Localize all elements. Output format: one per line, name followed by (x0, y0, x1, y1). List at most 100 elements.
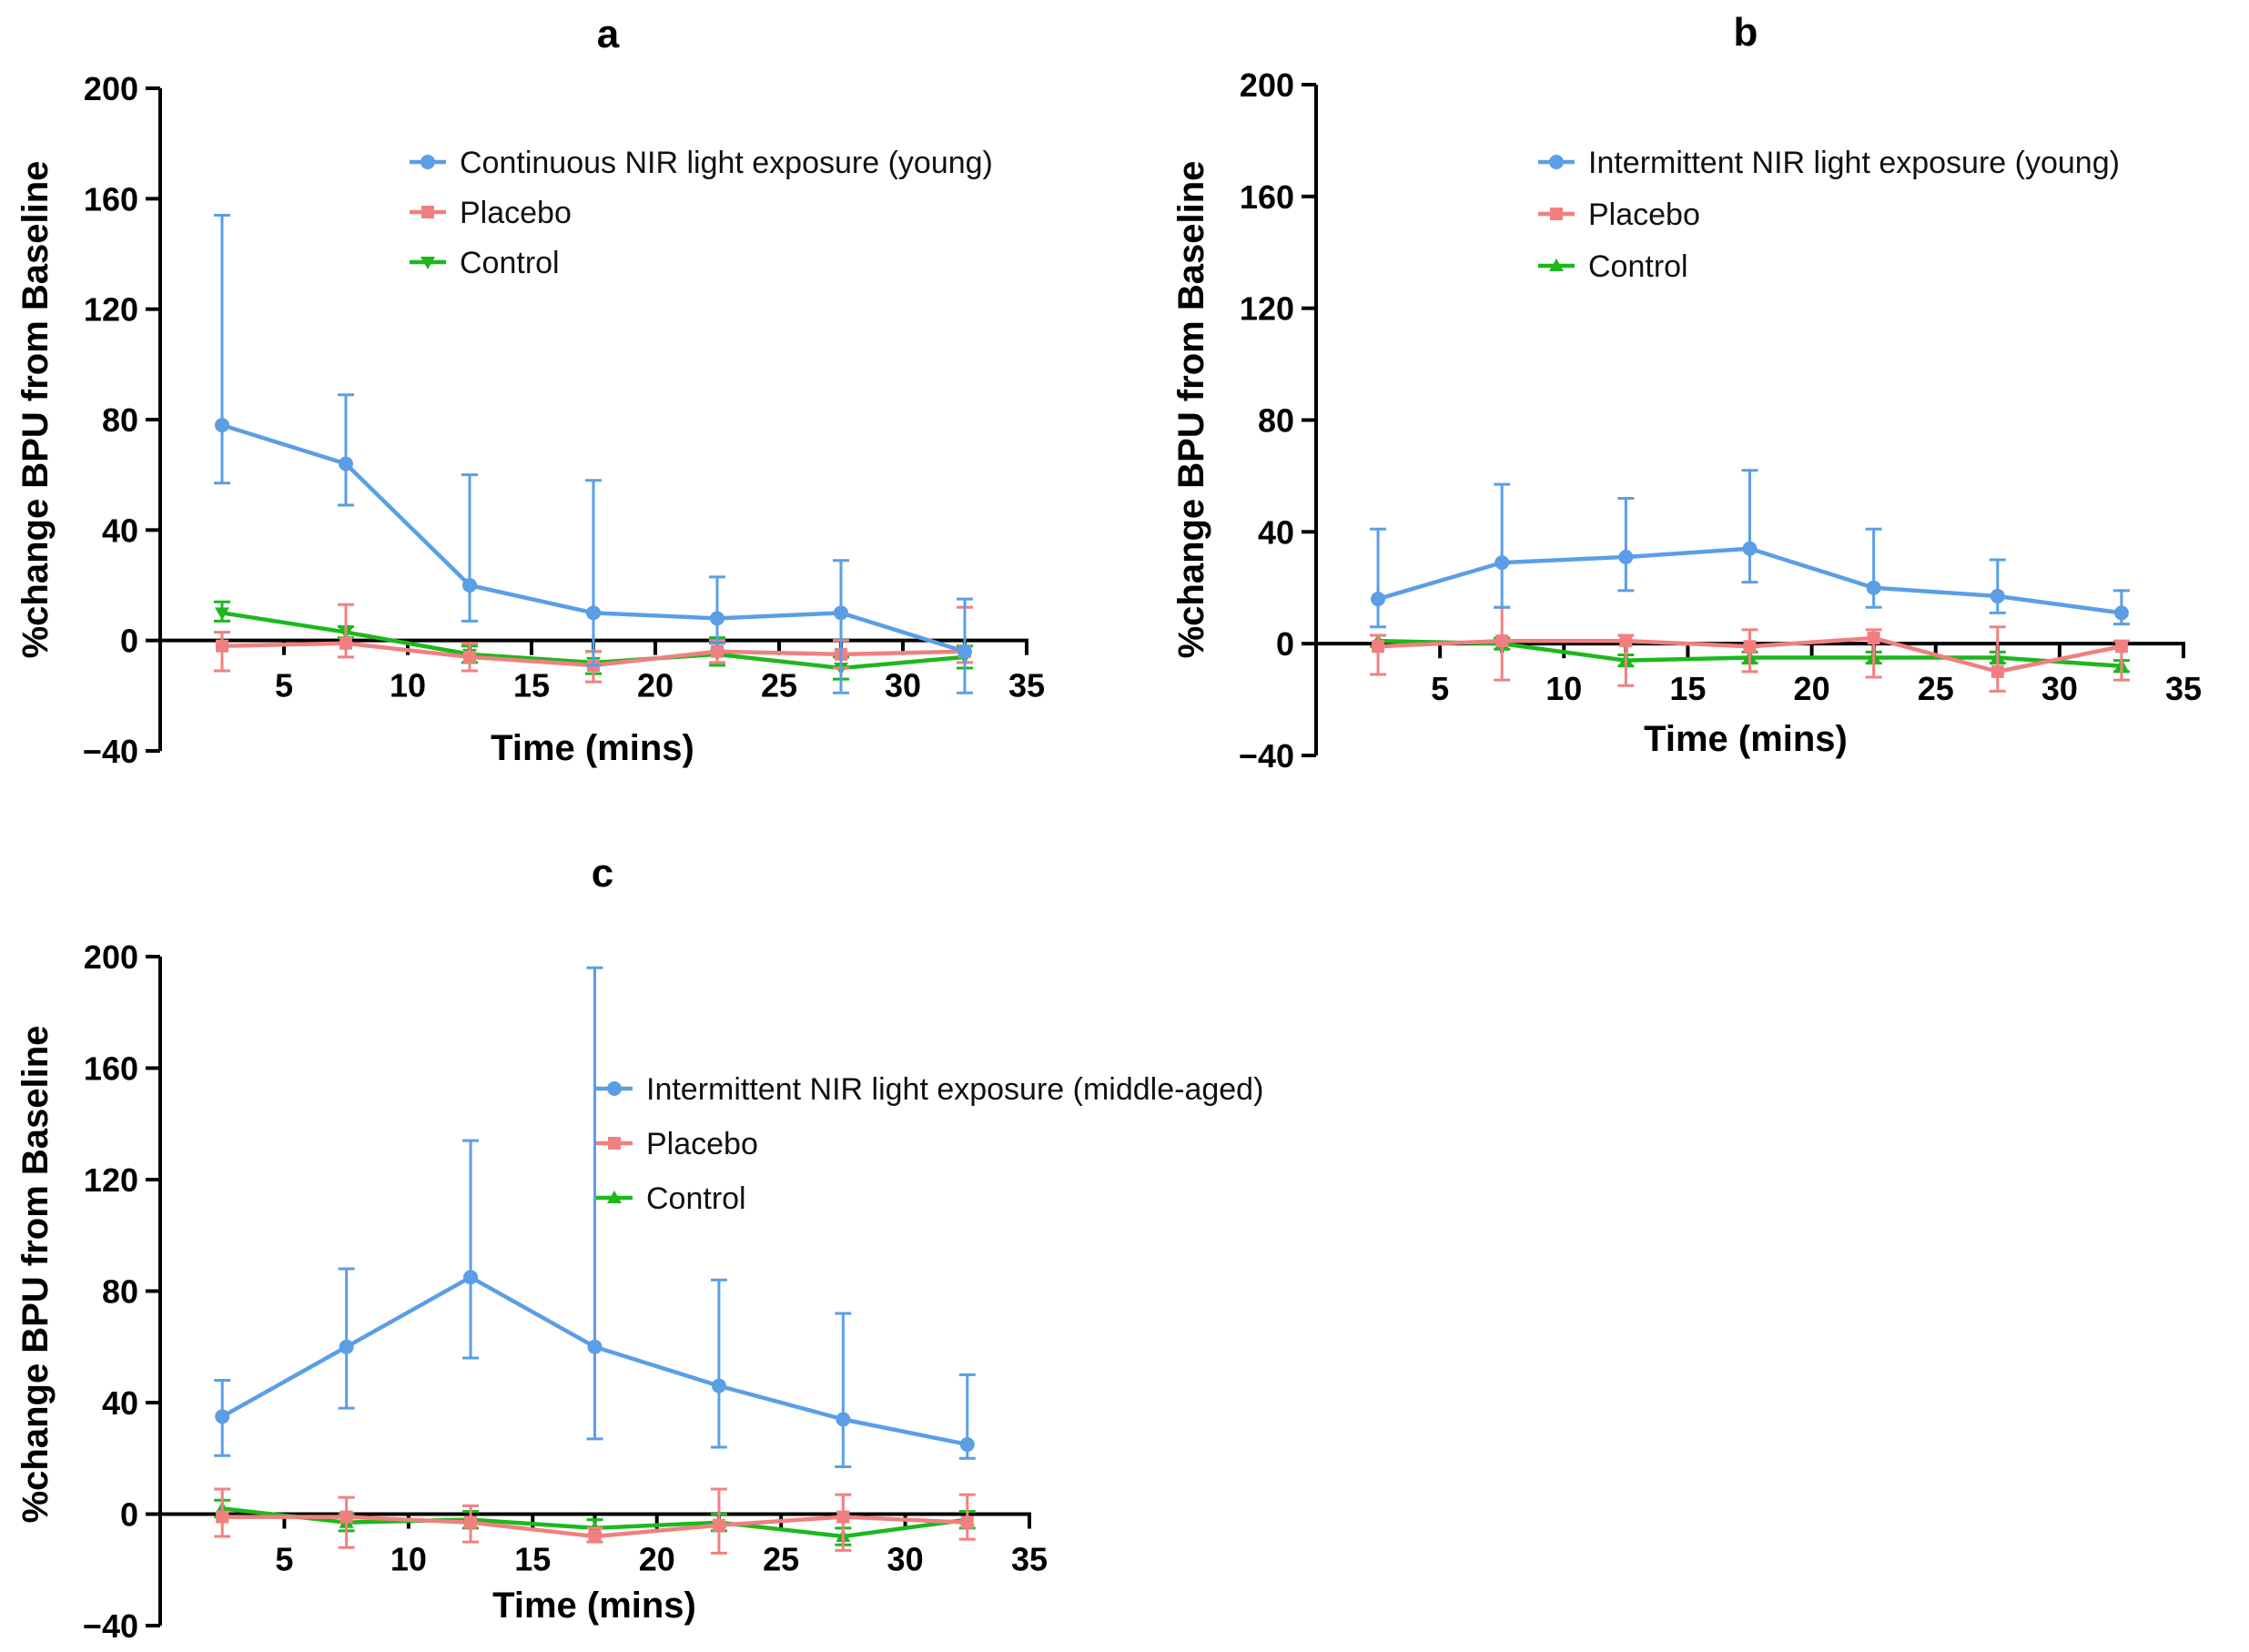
x-tick-label: 15 (1669, 670, 1706, 707)
legend-label: Continuous NIR light exposure (young) (460, 146, 993, 180)
x-tick-label: 25 (1918, 670, 1954, 707)
x-tick-label: 15 (514, 1541, 551, 1578)
x-tick-label: 10 (390, 1541, 427, 1578)
x-axis-title: Time (mins) (1644, 719, 1848, 759)
data-point (2113, 605, 2129, 621)
x-tick-label: 30 (887, 1541, 924, 1578)
legend: Continuous NIR light exposure (young) Pla… (410, 146, 993, 280)
data-point (959, 1436, 975, 1452)
chart-panel-a: a 200 160 120 80 40 0 −40 5 10 15 20 25 30 35 Time (min… (15, 12, 1045, 770)
y-axis-title: %change BPU from Baseline (15, 161, 56, 659)
y-tick-label: 120 (84, 1161, 138, 1199)
legend-label: Placebo (646, 1127, 758, 1161)
data-point (1494, 555, 1510, 571)
data-point (711, 644, 724, 658)
panel-title: a (597, 12, 620, 56)
data-point (1371, 592, 1386, 607)
data-point (586, 605, 601, 621)
data-point (712, 1518, 725, 1532)
y-axis-title: %change BPU from Baseline (1171, 161, 1211, 659)
legend-label: Placebo (1588, 198, 1700, 232)
series-1 (214, 1487, 976, 1555)
y-tick-label: 160 (1240, 178, 1294, 216)
x-axis-title: Time (mins) (492, 1586, 696, 1626)
y-tick-label: 80 (1258, 402, 1294, 440)
x-tick-label: 30 (2041, 670, 2078, 707)
data-point (1618, 549, 1634, 564)
y-tick-label: 200 (1240, 66, 1294, 104)
legend-swatch-marker (608, 1137, 621, 1150)
data-point (1495, 634, 1509, 648)
x-axis-title: Time (mins) (491, 728, 694, 768)
y-tick-label: 200 (84, 70, 138, 107)
data-point (1866, 580, 1881, 595)
y-tick-label: 40 (102, 512, 138, 549)
chart-panel-c: c 200 160 120 80 40 0 −40 5 10 15 20 25 30 35 Time (min… (15, 851, 1263, 1645)
legend-swatch-marker (1550, 208, 1563, 220)
x-tick-label: 10 (390, 667, 426, 704)
legend-label: Control (460, 246, 560, 280)
legend-swatch-marker (607, 1081, 622, 1096)
data-point (339, 1339, 354, 1354)
x-tick-label: 25 (763, 1541, 799, 1578)
data-point (339, 1510, 353, 1524)
y-tick-label: 40 (1258, 513, 1294, 551)
panel-title: c (592, 851, 613, 896)
data-point (463, 650, 476, 664)
series-0 (214, 966, 976, 1468)
data-point (836, 1412, 851, 1427)
legend-swatch-marker (607, 1191, 622, 1203)
y-axis-title: %change BPU from Baseline (15, 1026, 56, 1524)
series-1 (1370, 605, 2130, 693)
data-point (215, 607, 229, 621)
data-point (464, 1515, 478, 1529)
x-tick-label: 20 (1794, 670, 1830, 707)
data-point (1743, 640, 1757, 654)
x-tick-label: 35 (1011, 1541, 1048, 1578)
data-point (588, 1530, 602, 1543)
x-tick-label: 35 (2165, 670, 2202, 707)
y-tick-label: 40 (102, 1384, 138, 1422)
data-point (339, 636, 352, 650)
data-point (1991, 664, 2004, 678)
y-tick-label: −40 (83, 1607, 138, 1645)
y-tick-label: 0 (120, 623, 138, 660)
legend-label: Control (1588, 249, 1688, 284)
data-point (711, 1378, 726, 1394)
x-tick-label: 35 (1008, 667, 1045, 704)
legend: Intermittent NIR light exposure (young) P… (1538, 146, 2120, 284)
data-point (587, 1339, 603, 1354)
legend-label: Intermittent NIR light exposure (young) (1588, 146, 2120, 180)
data-point (215, 1409, 230, 1424)
data-point (1619, 634, 1633, 648)
data-point (710, 611, 724, 626)
y-tick-label: −40 (83, 733, 138, 770)
data-point (960, 1515, 974, 1529)
legend: Intermittent NIR light exposure (middle-… (596, 1072, 1263, 1216)
x-tick-label: 20 (637, 667, 674, 704)
series-0 (214, 214, 973, 694)
data-point (216, 639, 228, 653)
x-tick-label: 10 (1545, 670, 1582, 707)
legend-swatch-marker (1549, 155, 1564, 169)
legend-label: Intermittent NIR light exposure (middle-… (646, 1072, 1263, 1107)
x-tick-label: 20 (639, 1541, 675, 1578)
y-tick-label: −40 (1239, 737, 1294, 775)
y-tick-label: 120 (84, 291, 138, 329)
legend-swatch-marker (421, 206, 434, 218)
data-point (834, 605, 848, 621)
legend-swatch-marker (420, 155, 435, 169)
x-tick-label: 15 (513, 667, 550, 704)
y-tick-label: 160 (84, 180, 138, 218)
data-point (1867, 632, 1880, 645)
data-point (1372, 640, 1385, 654)
panel-title: b (1734, 10, 1758, 55)
legend-swatch-marker (420, 257, 435, 269)
y-tick-label: 0 (120, 1496, 138, 1534)
legend-swatch-marker (1549, 258, 1564, 271)
x-tick-label: 25 (761, 667, 797, 704)
y-tick-label: 0 (1276, 625, 1294, 663)
y-tick-label: 120 (1240, 290, 1294, 328)
data-point (215, 418, 229, 433)
